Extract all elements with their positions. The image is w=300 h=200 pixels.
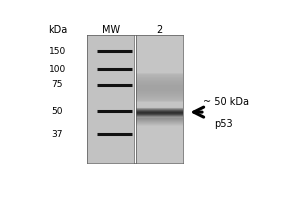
Text: ~ 50 kDa: ~ 50 kDa (202, 97, 249, 107)
FancyBboxPatch shape (88, 35, 134, 163)
Text: 37: 37 (52, 130, 63, 139)
Text: 2: 2 (156, 25, 163, 35)
Text: p53: p53 (214, 119, 233, 129)
Text: MW: MW (102, 25, 120, 35)
Text: 150: 150 (49, 47, 66, 56)
Text: 100: 100 (49, 65, 66, 74)
Text: 75: 75 (52, 80, 63, 89)
Text: kDa: kDa (48, 25, 67, 35)
Text: 50: 50 (52, 107, 63, 116)
